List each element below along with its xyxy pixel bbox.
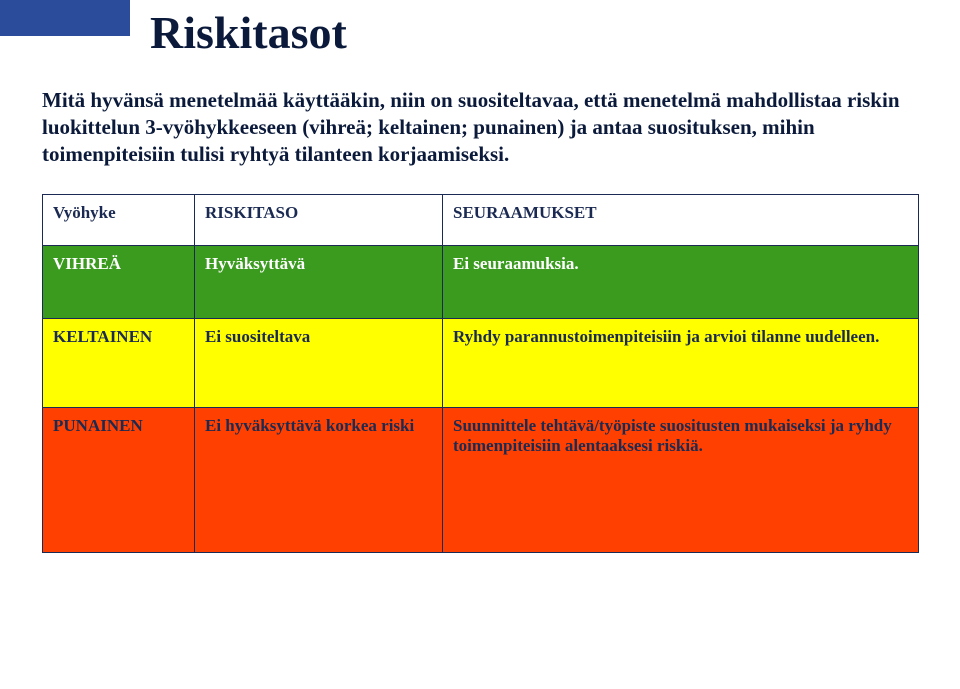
intro-paragraph: Mitä hyvänsä menetelmää käyttääkin, niin… — [42, 87, 918, 168]
table-row-green: VIHREÄ Hyväksyttävä Ei seuraamuksia. — [43, 245, 919, 318]
header-zone: Vyöhyke — [43, 194, 195, 245]
cell-cons-red: Suunnittele tehtävä/työpiste suositusten… — [443, 407, 919, 552]
cell-level-green: Hyväksyttävä — [195, 245, 443, 318]
page-title: Riskitasot — [42, 0, 918, 59]
header-level: RISKITASO — [195, 194, 443, 245]
cell-zone-yellow: KELTAINEN — [43, 318, 195, 407]
cell-zone-red: PUNAINEN — [43, 407, 195, 552]
corner-block — [0, 0, 130, 36]
table-header-row: Vyöhyke RISKITASO SEURAAMUKSET — [43, 194, 919, 245]
table-row-red: PUNAINEN Ei hyväksyttävä korkea riski Su… — [43, 407, 919, 552]
cell-level-yellow: Ei suositeltava — [195, 318, 443, 407]
risk-table: Vyöhyke RISKITASO SEURAAMUKSET VIHREÄ Hy… — [42, 194, 919, 553]
page: Riskitasot Mitä hyvänsä menetelmää käytt… — [0, 0, 960, 689]
table-row-yellow: KELTAINEN Ei suositeltava Ryhdy parannus… — [43, 318, 919, 407]
cell-cons-yellow: Ryhdy parannustoimenpiteisiin ja arvioi … — [443, 318, 919, 407]
cell-zone-green: VIHREÄ — [43, 245, 195, 318]
cell-cons-green: Ei seuraamuksia. — [443, 245, 919, 318]
cell-level-red: Ei hyväksyttävä korkea riski — [195, 407, 443, 552]
header-consequences: SEURAAMUKSET — [443, 194, 919, 245]
